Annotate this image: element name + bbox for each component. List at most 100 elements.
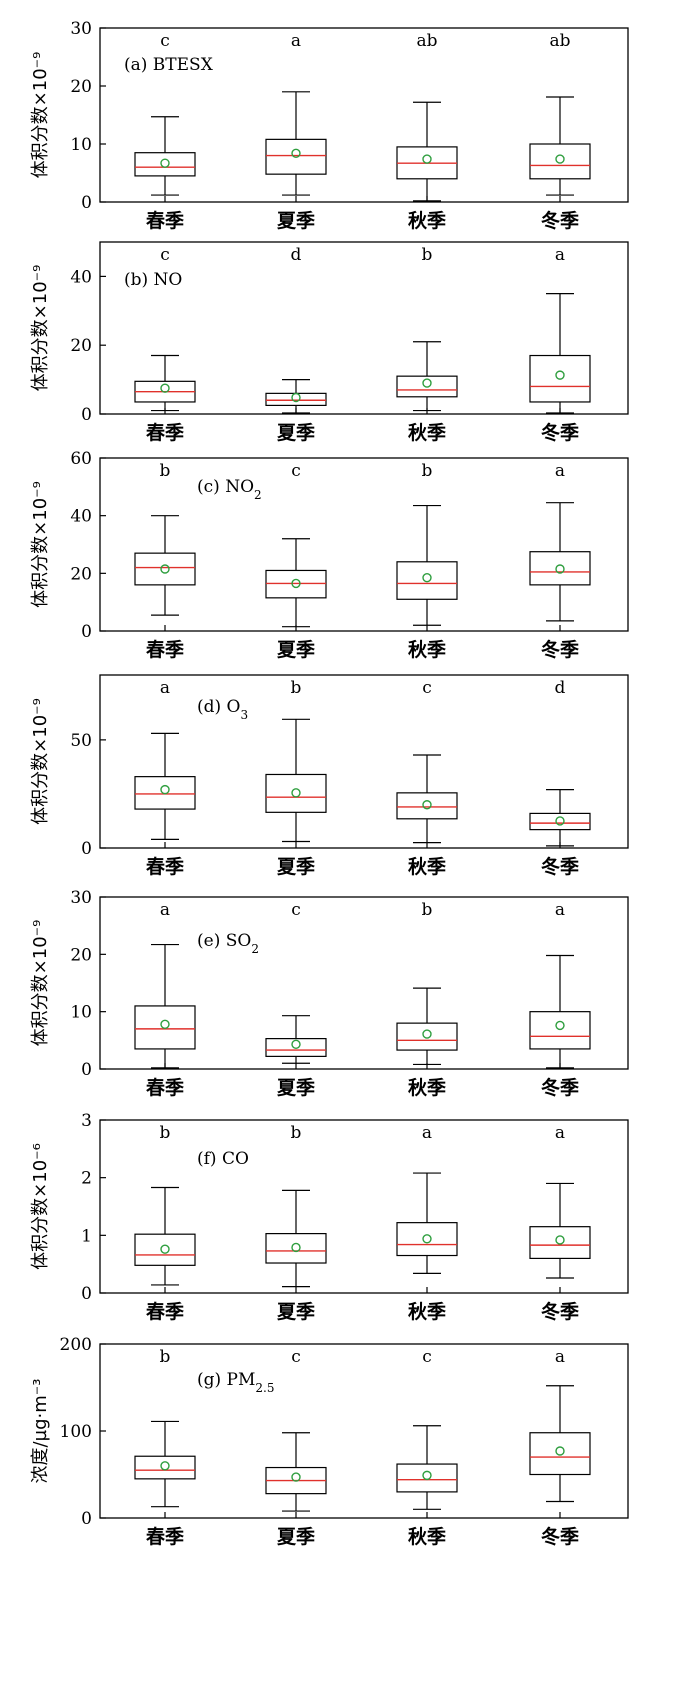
significance-letter: b	[422, 245, 433, 265]
significance-letter: b	[422, 461, 433, 481]
significance-letter: c	[160, 31, 170, 51]
significance-letter: a	[555, 245, 565, 265]
x-category-label: 冬季	[541, 855, 579, 878]
mean-marker	[160, 564, 170, 574]
mean-marker	[555, 154, 565, 164]
x-category-label: 夏季	[277, 639, 315, 661]
plot-frame	[99, 896, 629, 1070]
y-axis-label: 体积分数×10⁻⁹	[30, 265, 51, 392]
y-tick-label: 3	[81, 1111, 92, 1131]
y-tick-label: 0	[81, 193, 92, 213]
box-4-0: a 春季	[134, 678, 196, 878]
box-4-3: a 冬季	[529, 1123, 591, 1323]
mean-marker	[422, 572, 432, 583]
panel-0: 0 10 20 30 体积分数×10⁻⁹ (a) BTESX c 春季 a 夏季 ab 秋季 ab 冬季	[30, 19, 629, 232]
y-tick-label: 30	[70, 19, 92, 39]
y-tick-label: 200	[60, 1335, 92, 1355]
mean-marker	[555, 816, 565, 826]
box-4-1: c 夏季	[265, 900, 327, 1099]
y-tick-label: 0	[81, 1060, 92, 1080]
y-tick-label: 20	[70, 945, 92, 965]
iqr-box	[265, 1233, 327, 1264]
significance-letter: b	[422, 900, 433, 920]
panel-3: 0 50 体积分数×10⁻⁹ (d) O3 a 春季 b 夏季 c 秋季 d 冬季	[30, 674, 629, 878]
box-4-2: b 秋季	[396, 245, 458, 444]
mean-marker	[422, 378, 432, 388]
significance-letter: a	[160, 900, 170, 920]
y-axis-label: 体积分数×10⁻⁹	[30, 52, 51, 179]
box-4-0: a 春季	[134, 900, 196, 1099]
x-category-label: 春季	[146, 209, 184, 232]
y-tick-label: 10	[70, 135, 92, 155]
y-tick-label: 20	[70, 77, 92, 97]
box-4-1: d 夏季	[265, 245, 327, 444]
iqr-box	[529, 812, 591, 831]
mean-marker	[291, 148, 301, 158]
x-category-label: 秋季	[408, 855, 446, 878]
significance-letter: b	[160, 1347, 171, 1367]
y-tick-label: 40	[70, 507, 92, 527]
y-tick-label: 0	[81, 405, 92, 425]
significance-letter: ab	[416, 31, 437, 51]
significance-letter: d	[291, 245, 302, 265]
x-category-label: 春季	[146, 1525, 184, 1548]
x-category-label: 秋季	[408, 638, 446, 661]
x-category-label: 秋季	[408, 1076, 446, 1099]
panel-label: (e) SO2	[197, 931, 259, 956]
mean-marker	[160, 158, 170, 168]
significance-letter: a	[291, 31, 301, 51]
box-4-2: c 秋季	[396, 1347, 458, 1548]
iqr-box	[134, 552, 196, 586]
significance-letter: c	[422, 1347, 432, 1367]
mean-marker	[160, 1244, 170, 1254]
box-4-2: b 秋季	[396, 461, 458, 661]
x-category-label: 冬季	[541, 421, 579, 444]
x-category-label: 春季	[146, 638, 184, 661]
x-category-label: 夏季	[277, 1526, 315, 1548]
box-4-1: c 夏季	[265, 1347, 327, 1548]
significance-letter: a	[160, 678, 170, 698]
box-4-1: b 夏季	[265, 1123, 327, 1323]
y-tick-label: 20	[70, 336, 92, 356]
y-tick-label: 30	[70, 888, 92, 908]
iqr-box	[265, 569, 327, 599]
x-category-label: 冬季	[541, 1525, 579, 1548]
iqr-box	[134, 1233, 196, 1266]
box-4-2: a 秋季	[396, 1123, 458, 1323]
iqr-box	[396, 1463, 458, 1493]
mean-marker	[291, 1472, 301, 1482]
mean-marker	[555, 1020, 565, 1031]
iqr-box	[265, 392, 327, 406]
iqr-box	[529, 1226, 591, 1260]
panel-1: 0 20 40 体积分数×10⁻⁹ (b) NO c 春季 d 夏季 b 秋季 a 冬季	[30, 241, 629, 444]
mean-marker	[291, 788, 301, 798]
box-4-0: b 春季	[134, 461, 196, 661]
mean-marker	[555, 564, 565, 574]
iqr-box	[134, 1005, 196, 1050]
box-4-3: a 冬季	[529, 900, 591, 1099]
iqr-box	[529, 143, 591, 180]
box-4-1: c 夏季	[265, 461, 327, 661]
iqr-box	[529, 551, 591, 586]
significance-letter: c	[160, 245, 170, 265]
box-4-3: a 冬季	[529, 1347, 591, 1548]
plot-frame	[99, 241, 629, 415]
mean-marker	[160, 383, 170, 393]
box-4-3: a 冬季	[529, 245, 591, 444]
mean-marker	[291, 1242, 301, 1253]
x-category-label: 夏季	[277, 1301, 315, 1323]
significance-letter: a	[555, 900, 565, 920]
significance-letter: c	[422, 678, 432, 698]
y-tick-label: 0	[81, 1509, 92, 1529]
significance-letter: b	[160, 461, 171, 481]
box-4-0: b 春季	[134, 1347, 196, 1548]
mean-marker	[291, 578, 301, 589]
plot-frame	[99, 1343, 629, 1519]
x-category-label: 冬季	[541, 1076, 579, 1099]
iqr-box	[396, 792, 458, 820]
iqr-box	[265, 773, 327, 813]
y-tick-label: 20	[70, 564, 92, 584]
panel-label: (f) CO	[197, 1149, 249, 1169]
mean-marker	[555, 370, 565, 380]
